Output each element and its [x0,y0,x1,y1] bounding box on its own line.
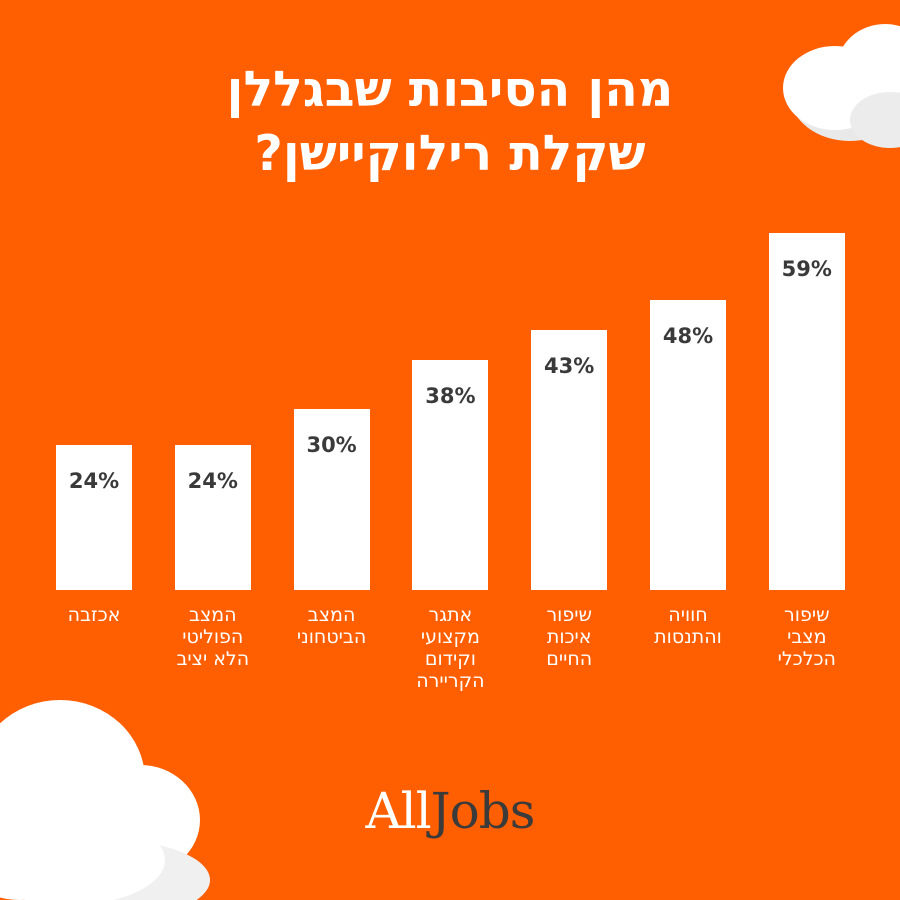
category-label-2: המצב הפוליטי הלא יציב [154,604,272,670]
bar-4 [412,360,489,590]
value-label-6: 48% [662,323,714,348]
value-label-1: 24% [68,468,120,493]
bar-2 [174,444,251,590]
category-label-line: אכזבה [67,604,121,626]
category-label-line: המצב [307,604,356,626]
bar-5 [531,329,608,590]
title-line-2: שקלת רילוקיישן? [254,125,646,182]
category-label-4: אתגר מקצועי וקידום הקריירה [391,604,509,692]
category-label-3: המצב הביטחוני [273,604,391,648]
category-label-line: שיפור [546,604,592,626]
category-label-line: איכות [546,626,592,648]
value-label-5: 43% [544,353,595,378]
category-label-line: אתגר [428,604,473,626]
value-label-4: 38% [425,384,476,409]
category-label-1: אכזבה [35,604,153,626]
bar-7 [768,233,845,590]
chart-title: מהן הסיבות שבגללן שקלת רילוקיישן? [0,58,900,186]
category-label-line: הפוליטי [182,626,244,648]
category-label-6: חוויה והתנסות [629,604,747,648]
bar-3 [293,408,370,590]
alljobs-logo: AllJobs [0,782,900,840]
category-label-line: מקצועי [420,626,480,648]
cloud-bottom-left [0,700,210,900]
category-label-line: הכלכלי [777,648,836,670]
value-label-2: 24% [187,468,238,493]
value-label-3: 30% [306,432,357,457]
category-label-line: הלא יציב [176,648,250,670]
bar-1 [56,444,132,590]
category-label-line: הקריירה [416,670,485,692]
category-label-line: המצב [189,604,237,626]
logo-all: All [365,782,432,840]
value-label-7: 59% [781,257,832,282]
title-line-1: מהן הסיבות שבגללן [226,61,674,118]
category-label-7: שיפור מצבי הכלכלי [748,604,866,670]
category-label-line: שיפור [784,604,830,626]
category-label-line: וקידום [424,648,476,670]
category-label-line: מצבי [787,626,827,648]
category-label-line: והתנסות [654,626,722,648]
category-label-line: הביטחוני [296,626,367,648]
cloud-top-right [783,24,900,148]
category-label-line: חוויה [668,604,708,626]
category-label-line: החיים [546,648,593,670]
category-label-5: שיפור איכות החיים [510,604,628,670]
bar-6 [650,299,726,590]
logo-jobs: Jobs [430,782,536,840]
